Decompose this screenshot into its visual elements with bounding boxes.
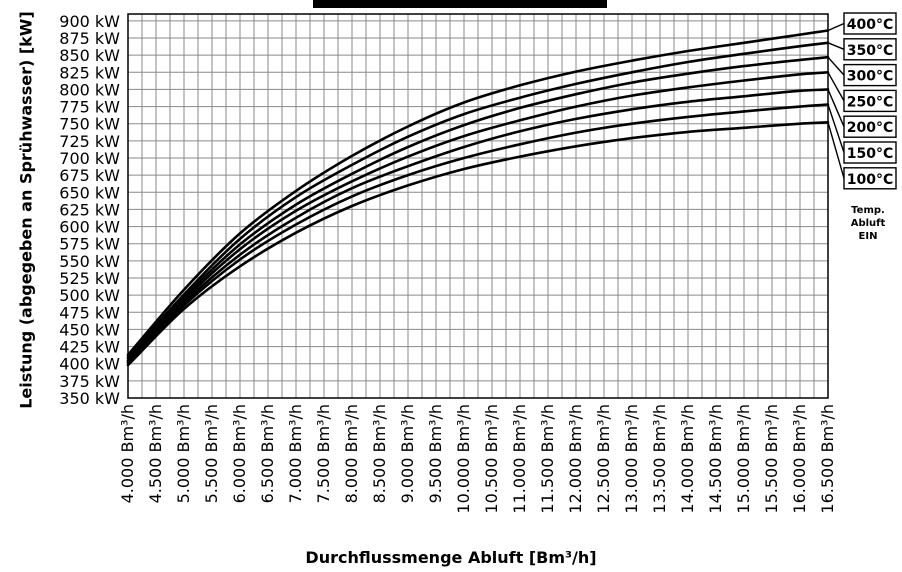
legend-leader-line (827, 56, 845, 76)
x-tick-label: 6.500 Bm³/h (258, 404, 277, 503)
legend-box (843, 115, 897, 138)
x-tick-label: 8.500 Bm³/h (370, 404, 389, 503)
x-tick-label: 7.500 Bm³/h (314, 404, 333, 503)
x-tick-label: 5.500 Bm³/h (202, 404, 221, 503)
legend-box (843, 63, 897, 87)
legend-note: Temp. Abluft EIN (838, 204, 898, 243)
x-tick-labels: 4.000 Bm³/h 4.500 Bm³/h 5.000 Bm³/h 5.500 B… (118, 404, 837, 514)
x-tick-label: 6.000 Bm³/h (230, 404, 249, 503)
legend-label: 200°C (847, 120, 894, 136)
x-tick-label: 4.000 Bm³/h (118, 404, 137, 503)
legend-note-line: Abluft (850, 218, 886, 229)
legend-box (843, 12, 897, 35)
legend-label: 350°C (847, 43, 894, 59)
legend-note-line: Temp. (851, 205, 885, 216)
y-tick-label: 575 kW (59, 235, 120, 254)
legend-leader-line (827, 104, 845, 153)
y-tick-label: 525 kW (59, 269, 120, 288)
x-tick-label: 13.500 Bm³/h (650, 404, 669, 514)
x-tick-label: 14.000 Bm³/h (678, 404, 697, 514)
series-line (126, 55, 830, 360)
legend-leader-line (827, 42, 845, 50)
x-tick-label: 4.500 Bm³/h (146, 404, 165, 503)
y-tick-label: 450 kW (59, 320, 120, 339)
x-tick-label: 9.500 Bm³/h (426, 404, 445, 503)
x-tick-label: 5.000 Bm³/h (174, 404, 193, 503)
y-tick-label: 725 kW (59, 132, 120, 151)
x-tick-label: 10.500 Bm³/h (482, 404, 501, 514)
vertical-gridlines (127, 14, 829, 398)
y-tick-label: 625 kW (59, 200, 120, 219)
y-tick-label: 800 kW (59, 80, 120, 99)
x-tick-label: 12.500 Bm³/h (594, 404, 613, 514)
y-tick-label: 500 kW (59, 286, 120, 305)
legend-leader-line (827, 89, 845, 127)
y-tick-label: 550 kW (59, 252, 120, 271)
legend-label: 250°C (847, 94, 894, 110)
y-tick-label: 425 kW (59, 338, 120, 357)
x-tick-label: 16.000 Bm³/h (790, 404, 809, 514)
x-tick-label: 12.000 Bm³/h (566, 404, 585, 514)
legend-label: 100°C (847, 172, 894, 188)
legend-label: 400°C (847, 17, 894, 33)
x-tick-label: 15.500 Bm³/h (762, 404, 781, 514)
horizontal-gridlines (127, 13, 829, 399)
legend-label: 150°C (847, 146, 894, 162)
y-tick-label: 650 kW (59, 183, 120, 202)
x-tick-label: 11.000 Bm³/h (510, 404, 529, 514)
legend-note-line: EIN (858, 231, 878, 242)
legend-box (843, 38, 897, 61)
x-tick-label: 10.000 Bm³/h (454, 404, 473, 514)
x-tick-label: 7.000 Bm³/h (286, 404, 305, 503)
x-tick-label: 11.500 Bm³/h (538, 404, 557, 514)
y-tick-label: 850 kW (59, 46, 120, 65)
y-tick-label: 875 kW (59, 29, 120, 48)
x-tick-label: 14.500 Bm³/h (706, 404, 725, 514)
y-tick-label: 675 kW (59, 166, 120, 185)
legend-leader-line (827, 122, 845, 179)
title-bar (313, 0, 607, 8)
y-tick-label: 375 kW (59, 372, 120, 391)
legend-label: 300°C (847, 69, 894, 85)
y-tick-label: 700 kW (59, 149, 120, 168)
y-tick-label: 775 kW (59, 98, 120, 117)
y-tick-label: 600 kW (59, 218, 120, 237)
legend-box (843, 167, 897, 190)
x-axis-label: Durchflussmenge Abluft [Bm³/h] (305, 548, 597, 567)
y-tick-label: 900 kW (59, 12, 120, 31)
legend-box (843, 141, 897, 164)
legend: 400°C 350°C 300°C 250°C 200°C 150°C 100°C (827, 12, 897, 190)
legend-leader-line (827, 71, 845, 102)
x-tick-label: 15.000 Bm³/h (734, 404, 753, 514)
y-axis-label: Leistung (abgegeben an Sprühwasser) [kW] (16, 11, 36, 409)
series-line (126, 41, 830, 359)
series-line (126, 29, 830, 357)
series-line (126, 103, 830, 365)
legend-leader-line (827, 22, 845, 32)
y-tick-label: 400 kW (59, 355, 120, 374)
x-tick-label: 16.500 Bm³/h (818, 404, 837, 514)
y-tick-label: 750 kW (59, 115, 120, 134)
x-tick-label: 9.000 Bm³/h (398, 404, 417, 503)
x-tick-label: 8.000 Bm³/h (342, 404, 361, 503)
y-tick-label: 475 kW (59, 303, 120, 322)
series-lines (126, 29, 830, 367)
x-tick-label: 13.000 Bm³/h (622, 404, 641, 514)
legend-box (843, 89, 897, 113)
y-tick-label: 350 kW (59, 389, 120, 408)
series-line (126, 88, 830, 363)
series-line (126, 121, 830, 367)
series-line (126, 71, 830, 362)
plot-frame (127, 13, 829, 399)
y-tick-label: 825 kW (59, 63, 120, 82)
